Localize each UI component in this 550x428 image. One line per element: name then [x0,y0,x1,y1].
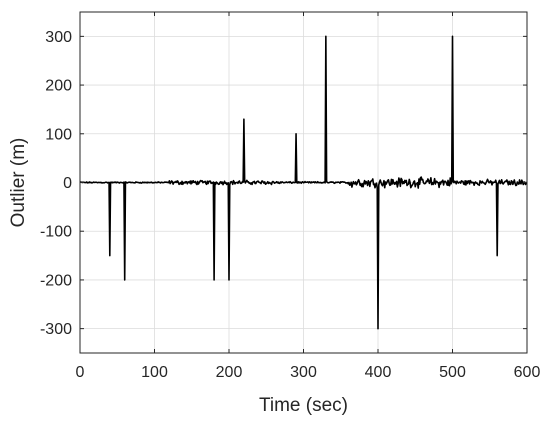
x-tick-label: 600 [514,364,541,381]
x-tick-group: 0 100 200 300 400 500 600 [76,12,541,381]
y-tick-label: 100 [45,126,72,143]
y-tick-group: -300 -200 -100 0 100 200 300 [40,29,527,338]
series-line-group [79,35,528,330]
y-tick-label: 0 [63,175,72,192]
x-tick-label: 0 [76,364,85,381]
x-tick-label: 400 [365,364,392,381]
y-tick-label: -100 [40,224,72,241]
y-tick-label: -200 [40,272,72,289]
x-tick-label: 200 [216,364,243,381]
x-tick-label: 100 [141,364,168,381]
x-tick-label: 500 [439,364,466,381]
y-axis-label: Outlier (m) [8,138,29,228]
outlier-series-line [79,35,528,330]
y-tick-label: -300 [40,321,72,338]
x-axis-label: Time (sec) [259,395,348,416]
y-tick-label: 200 [45,78,72,95]
y-tick-label: 300 [45,29,72,46]
x-tick-label: 300 [290,364,317,381]
